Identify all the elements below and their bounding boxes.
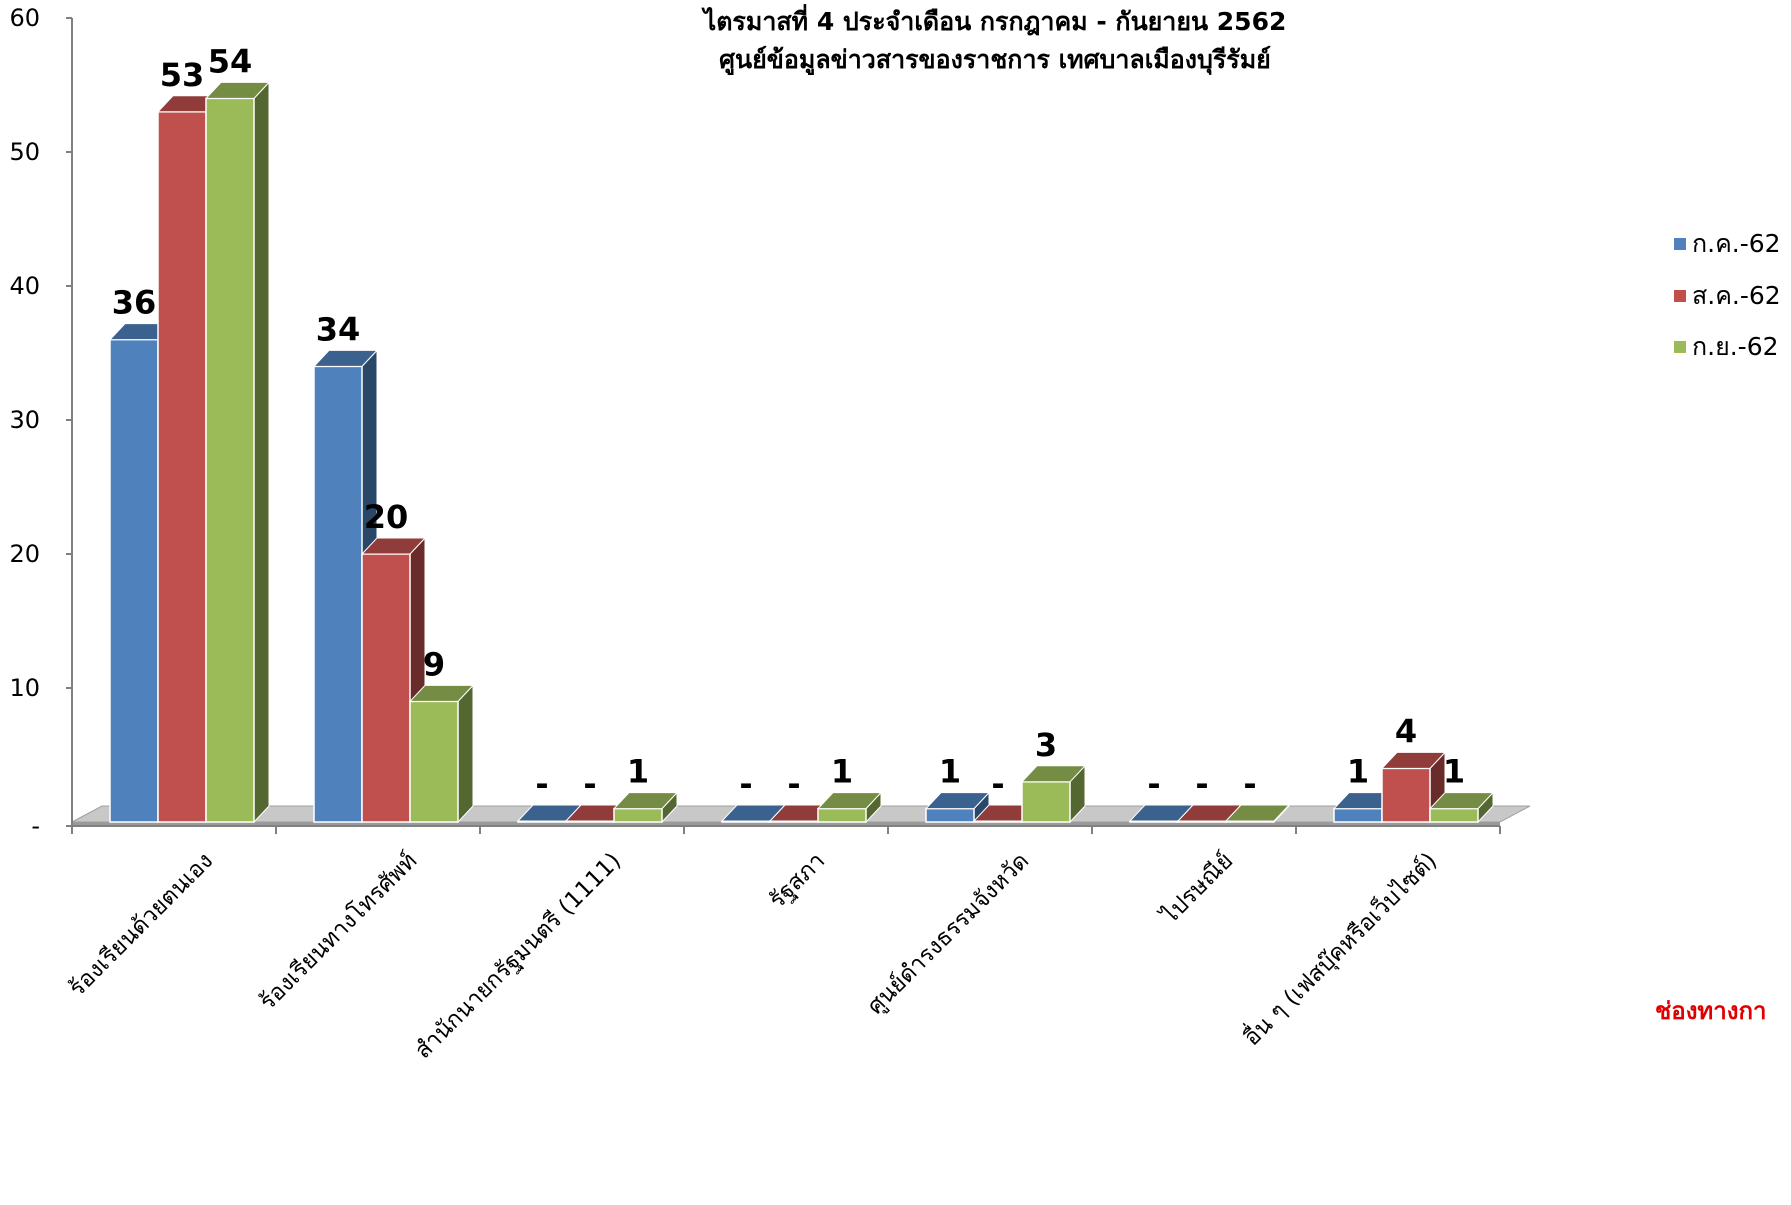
legend-swatch-sep [1674, 341, 1686, 353]
data-label: - [1243, 765, 1256, 803]
data-label: 4 [1395, 712, 1417, 750]
x-tick-label: อื่น ๆ (เฟสบุ๊คหรือเว็บไซต์) [1236, 845, 1442, 1051]
bar-top [612, 792, 679, 810]
legend-label-sep: ก.ย.-62 [1692, 332, 1779, 361]
data-label: 9 [423, 645, 445, 683]
x-tick-label: สำนักนายกรัฐมนตรี (1111) [410, 848, 626, 1064]
bar-top [1380, 751, 1447, 769]
bar-front [817, 807, 867, 823]
y-tick-label: 20 [9, 540, 40, 568]
data-label: 1 [939, 753, 961, 791]
bar-top [1428, 792, 1495, 810]
bar-front [205, 97, 255, 823]
bar-front [1429, 807, 1479, 823]
bar-front [1381, 767, 1431, 823]
bar-side [457, 684, 474, 824]
bar [408, 684, 475, 824]
x-tick-label: รัฐสภา [764, 848, 830, 914]
legend-label-jul: ก.ค.-62 [1692, 229, 1781, 258]
y-tick-label: - [31, 812, 40, 840]
data-label: - [535, 765, 548, 803]
data-label: - [583, 765, 596, 803]
x-axis-title: ช่องทางกา [1655, 997, 1766, 1025]
data-label: 3 [1035, 726, 1057, 764]
bar-front [361, 553, 411, 823]
data-label: 1 [831, 753, 853, 791]
bar-top [360, 537, 427, 555]
bar-front [1333, 807, 1383, 823]
data-label: 20 [364, 498, 409, 536]
data-label: 1 [1347, 753, 1369, 791]
bar [816, 791, 883, 824]
bar [1380, 751, 1447, 824]
chart-title-line-2: ศูนย์ข้อมูลข่าวสารของราชการ เทศบาลเมืองบ… [719, 45, 1271, 76]
bar-top [924, 792, 991, 810]
y-axis: - 10 20 30 40 50 60 [9, 4, 1501, 840]
bar-top [816, 792, 883, 810]
bar-side [253, 81, 270, 824]
bar-front [613, 807, 663, 823]
bar [1428, 791, 1495, 824]
data-label: - [1195, 765, 1208, 803]
bar-front [313, 365, 363, 823]
data-label: 53 [160, 56, 205, 94]
x-tick-label: ศูนย์ดำรงธรรมจังหวัด [862, 847, 1034, 1019]
bar-front [109, 338, 159, 823]
y-tick-label: 40 [9, 272, 40, 300]
bar-top [1020, 765, 1087, 783]
legend: ก.ค.-62 ส.ค.-62 ก.ย.-62 [1674, 229, 1781, 361]
data-label: 54 [208, 42, 253, 80]
bar-front [157, 111, 207, 823]
bar-front [409, 700, 459, 823]
bar [612, 791, 679, 824]
x-tick-label: ไปรษณีย์ [1155, 847, 1238, 930]
y-tick-label: 60 [9, 4, 40, 32]
bar [204, 81, 271, 824]
y-tick-label: 50 [9, 138, 40, 166]
x-tick-label: ร้องเรียนด้วยตนเอง [64, 848, 218, 1002]
legend-label-aug: ส.ค.-62 [1692, 281, 1781, 310]
data-label: - [787, 765, 800, 803]
data-label: 1 [1443, 753, 1465, 791]
bar [1224, 803, 1291, 824]
legend-swatch-aug [1674, 290, 1686, 302]
data-label: 34 [316, 310, 361, 348]
legend-swatch-jul [1674, 238, 1686, 250]
y-tick-label: 10 [9, 674, 40, 702]
x-axis-labels: ร้องเรียนด้วยตนเอง ร้องเรียนทางโทรศัพท์สำ… [64, 845, 1442, 1064]
y-tick-label: 30 [9, 406, 40, 434]
bar [924, 791, 991, 824]
bar-top [408, 684, 475, 702]
data-label: - [1147, 765, 1160, 803]
data-label: 36 [112, 284, 157, 322]
bar-front [925, 807, 975, 823]
bar-front [1021, 781, 1071, 823]
bars [108, 81, 1495, 824]
x-tick-label: ร้องเรียนทางโทรศัพท์ [254, 847, 422, 1015]
chart-title-line-1: ไตรมาสที่ 4 ประจำเดือน กรกฎาคม - กันยายน… [701, 4, 1287, 36]
bar-top [204, 81, 271, 99]
bar-top [312, 349, 379, 367]
data-label: - [991, 765, 1004, 803]
bar [1020, 764, 1087, 824]
data-label: - [739, 765, 752, 803]
data-label: 1 [627, 753, 649, 791]
bar-top [1224, 804, 1291, 822]
